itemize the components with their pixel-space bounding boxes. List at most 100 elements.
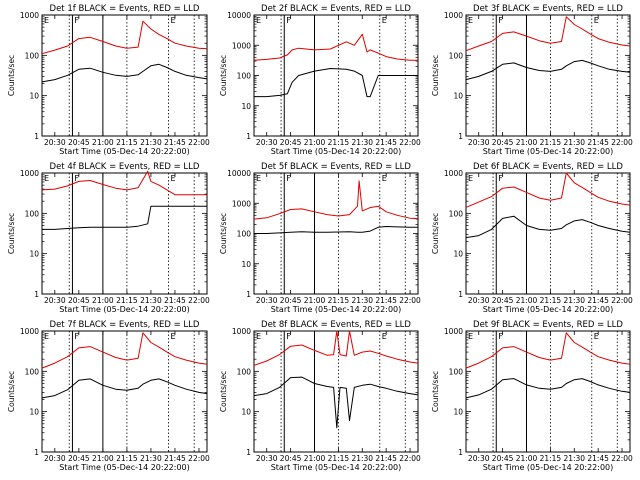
time-marker-label: E — [171, 16, 176, 25]
x-tick-label: 21:00 — [304, 296, 326, 305]
y-tick-label: 100 — [237, 367, 252, 376]
y-axis-label: Counts/sec — [7, 55, 16, 96]
y-tick-label: 1 — [458, 448, 463, 457]
panel-title: Det 5f BLACK = Events, RED = LLD — [261, 162, 411, 172]
x-tick-label: 20:45 — [280, 296, 302, 305]
panel-title: Det 1f BLACK = Events, RED = LLD — [50, 4, 200, 14]
y-tick-label: 1000 — [444, 327, 463, 336]
time-marker-label: E — [382, 174, 387, 183]
x-tick-label: 21:30 — [563, 138, 585, 147]
panel-title: Det 4f BLACK = Events, RED = LLD — [50, 162, 200, 172]
time-marker-label: E — [171, 174, 176, 183]
x-tick-label: 20:30 — [44, 296, 66, 305]
x-tick-label: 22:00 — [399, 296, 421, 305]
y-tick-label: 1000 — [444, 169, 463, 178]
y-tick-label: 1000 — [20, 327, 39, 336]
series-line-events — [465, 215, 631, 239]
series-line-events — [41, 63, 208, 83]
x-axis-label: Start Time (05-Dec-14 20:22:00) — [483, 147, 614, 156]
x-tick-label: 21:45 — [587, 454, 609, 463]
y-tick-label: 1 — [34, 290, 39, 299]
y-tick-label: 1000 — [232, 327, 251, 336]
y-axis-label: Counts/sec — [7, 371, 16, 412]
y-tick-label: 10 — [453, 408, 463, 417]
panel-det-8: Det 8f BLACK = Events, RED = LLD 1 10 100 10… — [219, 320, 421, 472]
series-line-lld — [41, 170, 207, 196]
plot-frame — [465, 330, 631, 453]
x-tick-label: 22:00 — [188, 296, 210, 305]
y-tick-label: 100 — [25, 209, 40, 218]
y-tick-label: 10 — [241, 408, 251, 417]
y-tick-label: 1000 — [232, 41, 251, 50]
x-tick-label: 20:45 — [492, 138, 514, 147]
time-marker-label: F — [498, 16, 503, 25]
y-tick-label: 100 — [25, 51, 40, 60]
x-tick-label: 21:00 — [92, 138, 114, 147]
x-tick-label: 21:00 — [516, 296, 538, 305]
x-tick-label: 21:45 — [164, 454, 186, 463]
series-line-lld — [253, 180, 419, 220]
series-line-lld — [41, 332, 208, 369]
plot-frame — [41, 172, 208, 295]
x-tick-label: 21:45 — [587, 138, 609, 147]
x-tick-label: 20:30 — [44, 138, 66, 147]
x-tick-label: 21:00 — [516, 454, 538, 463]
panel-det-6: Det 6f BLACK = Events, RED = LLD 1 10 100 10… — [431, 162, 633, 314]
x-tick-label: 21:45 — [164, 138, 186, 147]
x-tick-label: 20:30 — [468, 454, 490, 463]
x-tick-label: 21:00 — [516, 138, 538, 147]
x-tick-label: 21:45 — [164, 296, 186, 305]
y-tick-label: 100 — [449, 367, 464, 376]
x-tick-label: 21:15 — [540, 296, 562, 305]
time-marker-label: E — [594, 332, 599, 341]
time-marker-label: F — [74, 174, 79, 183]
x-tick-label: 22:00 — [611, 296, 633, 305]
x-tick-label: 22:00 — [188, 454, 210, 463]
series-line-lld — [253, 33, 418, 61]
x-tick-label: 21:00 — [304, 454, 326, 463]
x-tick-label: 21:15 — [540, 138, 562, 147]
time-marker-label: E — [256, 16, 261, 25]
y-tick-label: 1000 — [20, 11, 39, 20]
x-tick-label: 21:30 — [351, 454, 373, 463]
y-tick-label: 10 — [29, 250, 39, 259]
x-tick-label: 21:30 — [351, 138, 373, 147]
time-marker-label: E — [468, 332, 473, 341]
y-axis-label: Counts/sec — [431, 55, 440, 96]
x-tick-label: 20:30 — [256, 454, 278, 463]
time-marker-label: F — [286, 16, 291, 25]
x-tick-label: 21:30 — [563, 296, 585, 305]
x-tick-label: 21:30 — [563, 454, 585, 463]
x-tick-label: 22:00 — [399, 454, 421, 463]
y-axis-label: Counts/sec — [219, 55, 228, 96]
y-tick-label: 1 — [34, 132, 39, 141]
y-tick-label: 1000 — [20, 169, 39, 178]
panel-title: Det 7f BLACK = Events, RED = LLD — [50, 320, 200, 330]
panel-det-7: Det 7f BLACK = Events, RED = LLD 1 10 100 10… — [7, 320, 210, 472]
y-tick-label: 1 — [246, 290, 251, 299]
x-axis-label: Start Time (05-Dec-14 20:22:00) — [271, 463, 402, 472]
y-tick-label: 1000 — [444, 11, 463, 20]
y-axis-label: Counts/sec — [431, 371, 440, 412]
panel-det-5: Det 5f BLACK = Events, RED = LLD 1 10 100 10… — [219, 162, 421, 314]
y-tick-label: 10 — [241, 102, 251, 111]
time-marker-label: E — [171, 332, 176, 341]
panel-title: Det 8f BLACK = Events, RED = LLD — [261, 320, 411, 330]
panel-title: Det 2f BLACK = Events, RED = LLD — [261, 4, 411, 14]
series-line-lld — [253, 330, 419, 366]
time-marker-label: F — [286, 174, 291, 183]
x-tick-label: 20:45 — [68, 454, 90, 463]
x-tick-label: 20:45 — [280, 454, 302, 463]
series-line-events — [465, 59, 631, 81]
x-tick-label: 21:45 — [375, 138, 397, 147]
x-axis-label: Start Time (05-Dec-14 20:22:00) — [59, 305, 190, 314]
y-tick-label: 100 — [25, 367, 40, 376]
x-tick-label: 21:15 — [116, 454, 138, 463]
time-marker-label: F — [74, 332, 79, 341]
time-marker-label: E — [44, 174, 49, 183]
y-tick-label: 1 — [246, 132, 251, 141]
time-marker-label: E — [382, 16, 387, 25]
panel-title: Det 6f BLACK = Events, RED = LLD — [473, 162, 623, 172]
y-tick-label: 10 — [29, 408, 39, 417]
time-marker-label: E — [468, 16, 473, 25]
